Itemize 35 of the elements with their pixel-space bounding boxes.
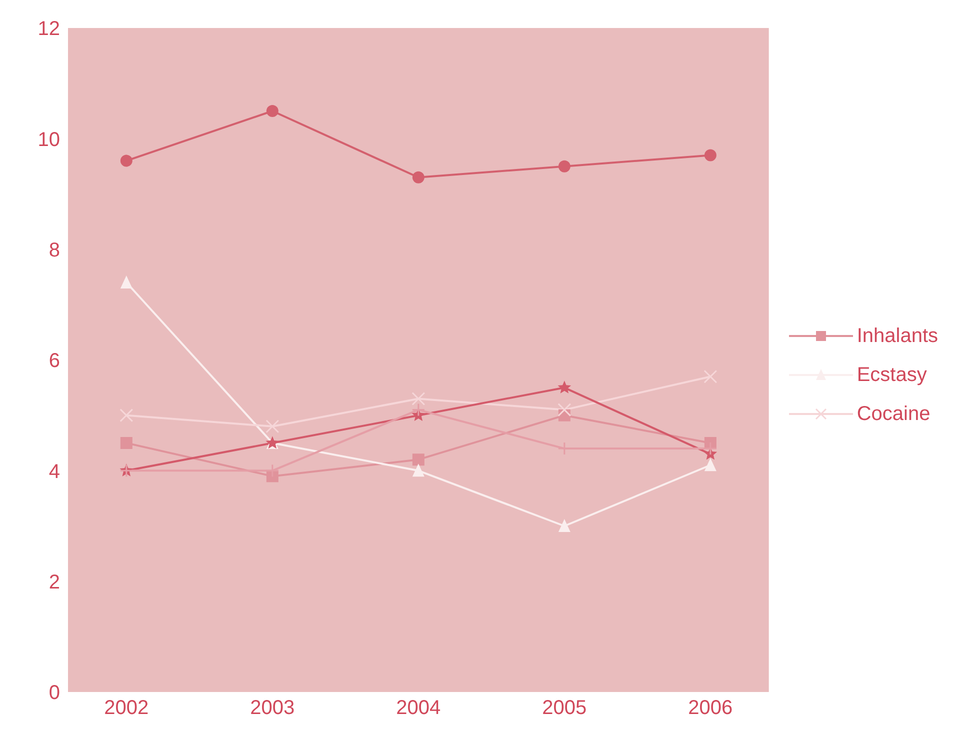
y-tick-label: 8 [48, 239, 60, 262]
x-tick-label: 2003 [250, 697, 295, 720]
point [120, 408, 134, 422]
point [704, 442, 718, 456]
point [558, 403, 572, 417]
point [120, 276, 132, 289]
x-tick-label: 2004 [396, 697, 441, 720]
y-tick-label: 10 [38, 128, 60, 151]
point [704, 458, 716, 472]
point [120, 154, 132, 167]
point [558, 380, 572, 394]
point [412, 403, 426, 417]
y-tick-label: 0 [48, 682, 60, 704]
y-tick-label: 6 [48, 350, 60, 372]
point [266, 105, 278, 117]
point [558, 160, 570, 172]
point [120, 437, 132, 449]
x-tick-label: 2005 [542, 697, 587, 720]
legend-label: Inhalants [856, 324, 938, 348]
y-tick-label: 4 [48, 460, 60, 483]
point [412, 171, 424, 184]
y-tick-label: 12 [38, 18, 60, 40]
point [558, 519, 570, 532]
y-tick-label: 2 [48, 571, 60, 594]
legend-label: Cocaine [856, 402, 930, 426]
x-tick-label: 2006 [688, 697, 733, 720]
point [266, 420, 280, 434]
point [704, 370, 718, 384]
point [704, 149, 716, 162]
point [266, 464, 280, 478]
legend-label: Ecstasy [856, 364, 927, 386]
point [412, 392, 426, 406]
point [412, 464, 424, 477]
point [412, 454, 424, 466]
x-tick-label: 2002 [104, 697, 149, 720]
